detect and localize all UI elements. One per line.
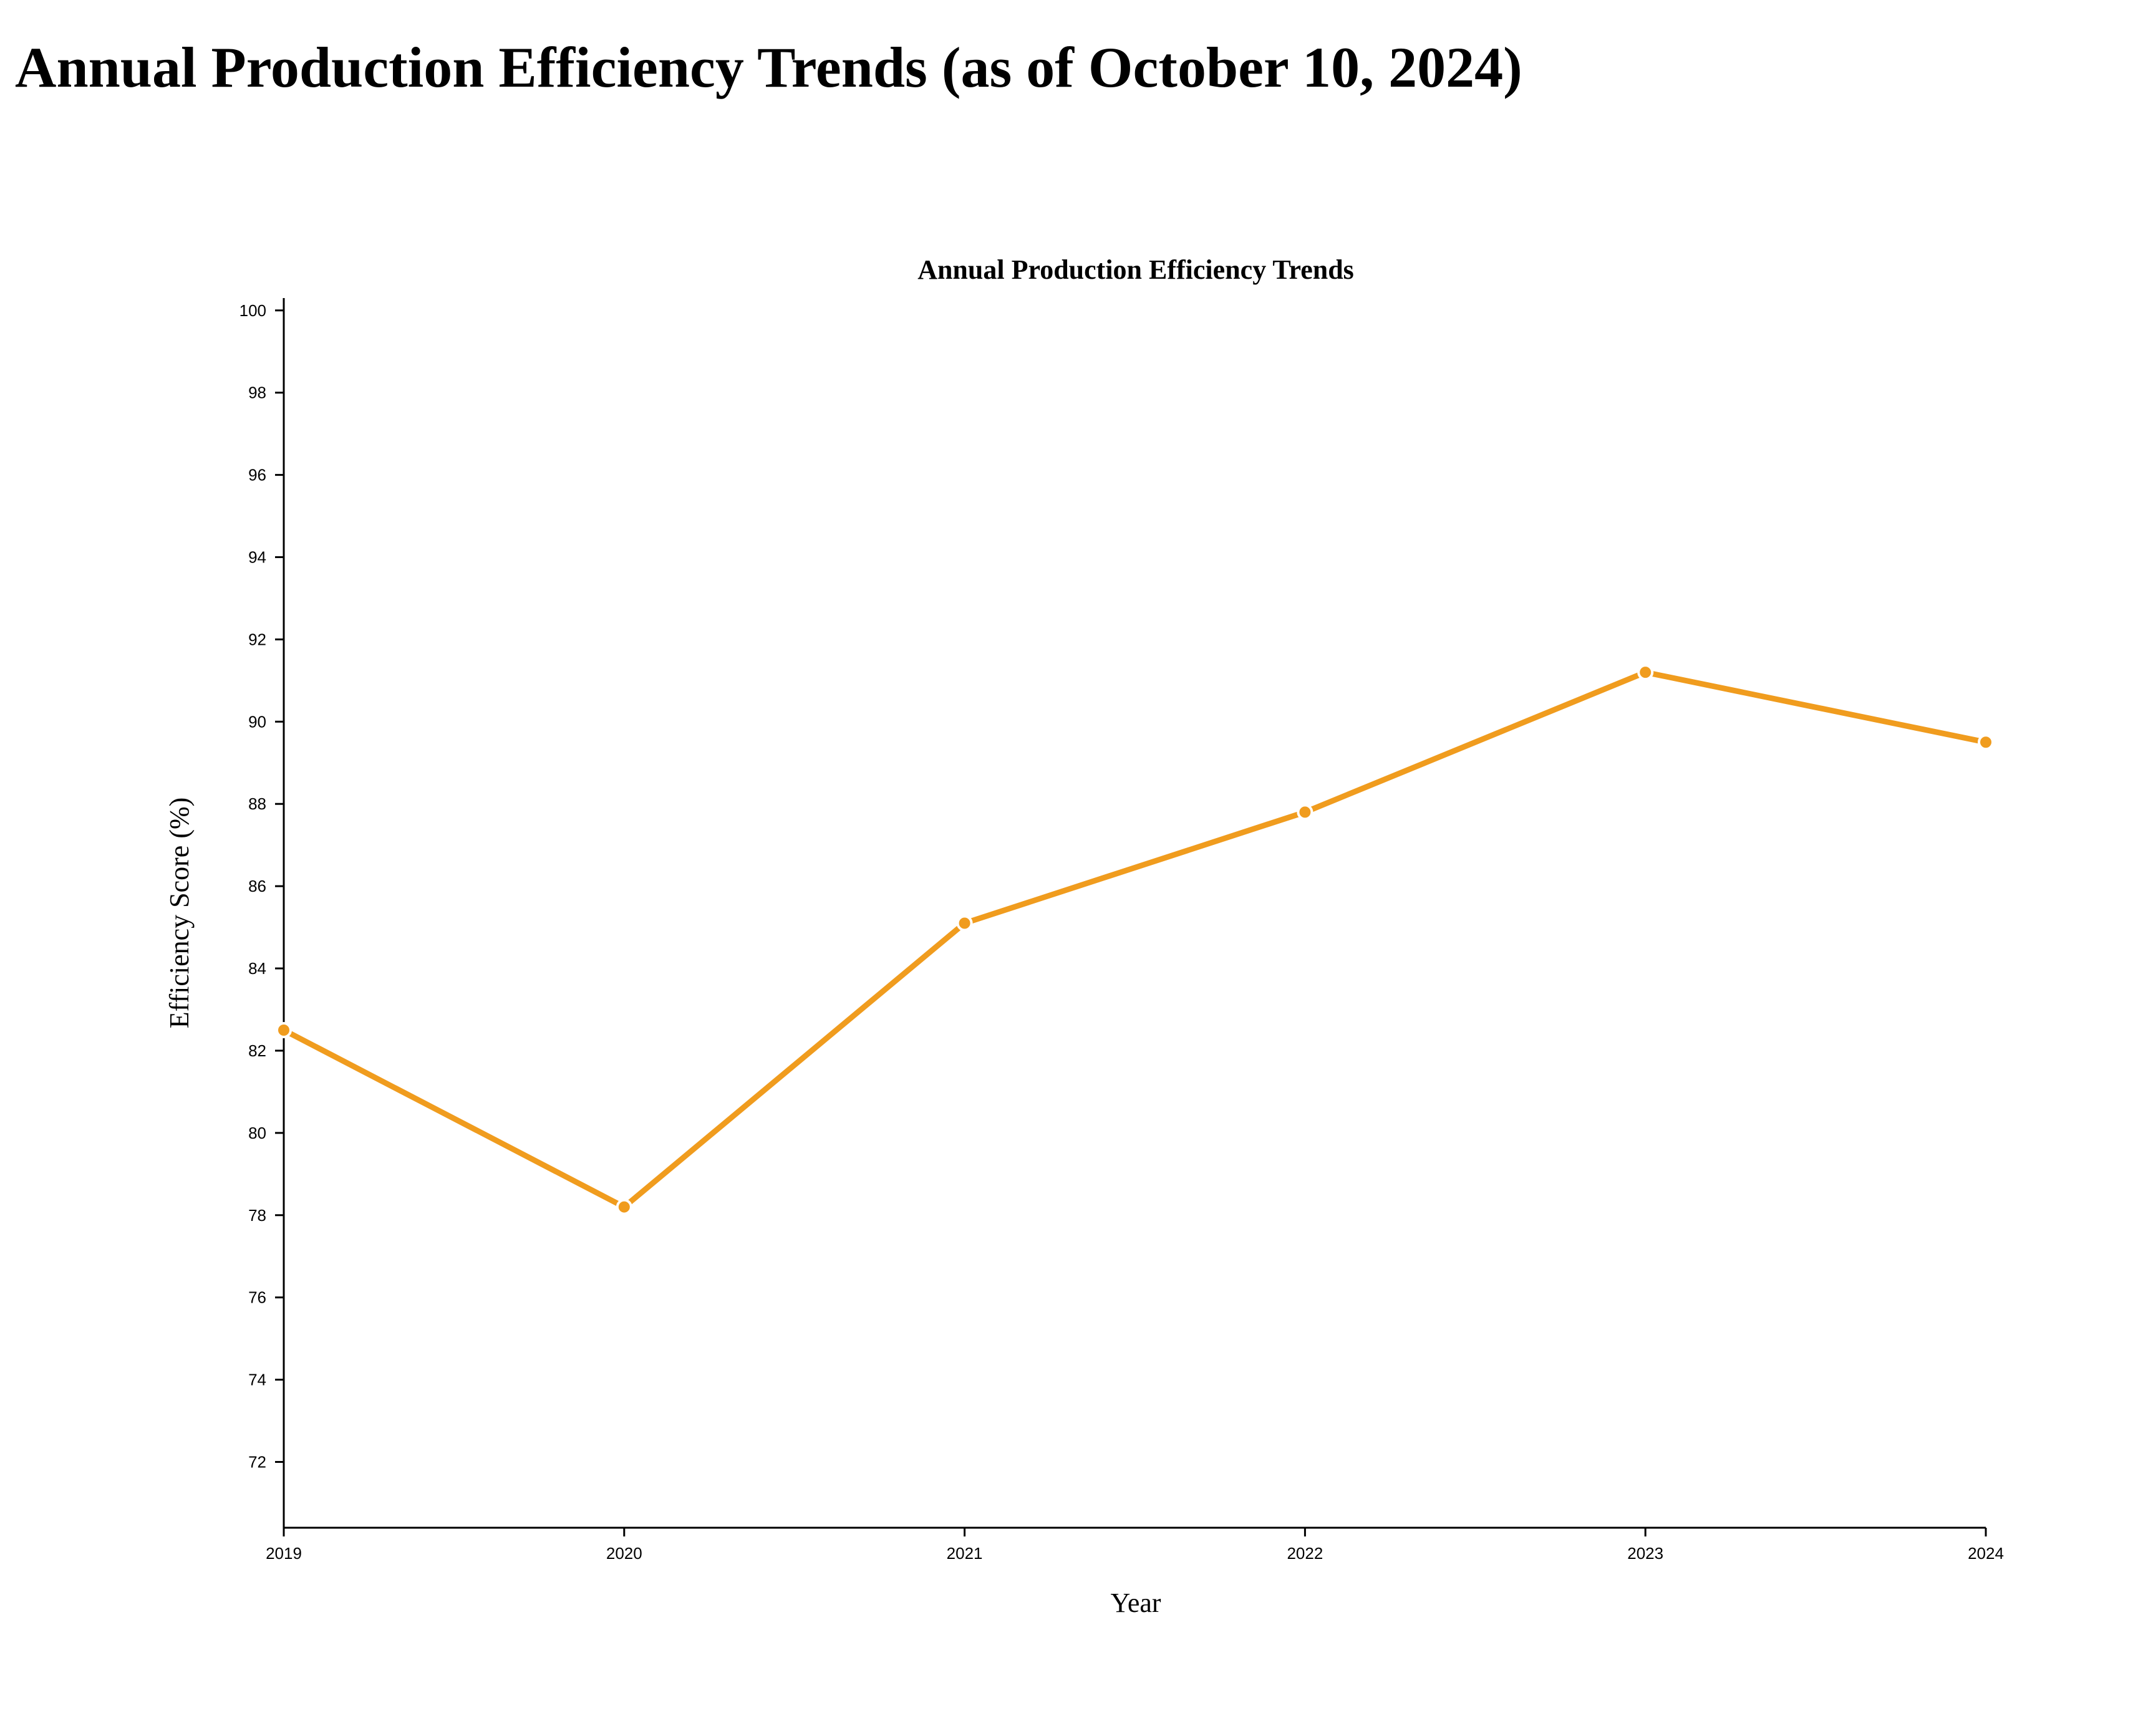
- y-tick-label: 78: [248, 1206, 266, 1225]
- x-tick-label: 2023: [1627, 1544, 1663, 1563]
- data-point[interactable]: [1978, 734, 1994, 751]
- x-tick-label: 2024: [1968, 1544, 2004, 1563]
- series-layer: [276, 664, 1994, 1215]
- series-line: [281, 669, 1989, 1210]
- y-axis-ticks: 72 74 76 78 80 82 84 86 88 90 92 94 96 98 100: [239, 301, 284, 1471]
- chart-title: Annual Production Efficiency Trends: [917, 254, 1354, 285]
- y-tick-label: 98: [248, 383, 266, 402]
- data-point[interactable]: [1297, 804, 1313, 821]
- data-point[interactable]: [616, 1198, 632, 1215]
- y-tick-label: 96: [248, 466, 266, 485]
- y-axis-title: Efficiency Score (%): [164, 798, 195, 1029]
- y-tick-label: 100: [239, 301, 266, 320]
- x-axis-ticks: 2019 2020 2021 2022 2023 2024: [266, 1528, 2004, 1563]
- y-tick-label: 82: [248, 1041, 266, 1060]
- y-tick-label: 94: [248, 548, 266, 567]
- y-tick-label: 80: [248, 1124, 266, 1142]
- y-tick-label: 88: [248, 794, 266, 813]
- y-tick-label: 76: [248, 1288, 266, 1307]
- y-tick-label: 74: [248, 1371, 266, 1389]
- y-tick-label: 84: [248, 959, 266, 978]
- y-tick-label: 72: [248, 1452, 266, 1471]
- y-tick-label: 92: [248, 630, 266, 649]
- x-tick-label: 2022: [1287, 1544, 1323, 1563]
- data-point[interactable]: [276, 1021, 292, 1038]
- data-point[interactable]: [956, 915, 973, 932]
- data-point[interactable]: [1637, 664, 1654, 681]
- page-title: Annual Production Efficiency Trends (as …: [15, 36, 1522, 99]
- y-tick-label: 86: [248, 877, 266, 895]
- x-axis-title: Year: [1110, 1588, 1161, 1618]
- x-tick-label: 2021: [947, 1544, 983, 1563]
- x-tick-label: 2019: [266, 1544, 302, 1563]
- y-tick-label: 90: [248, 712, 266, 731]
- x-tick-label: 2020: [606, 1544, 642, 1563]
